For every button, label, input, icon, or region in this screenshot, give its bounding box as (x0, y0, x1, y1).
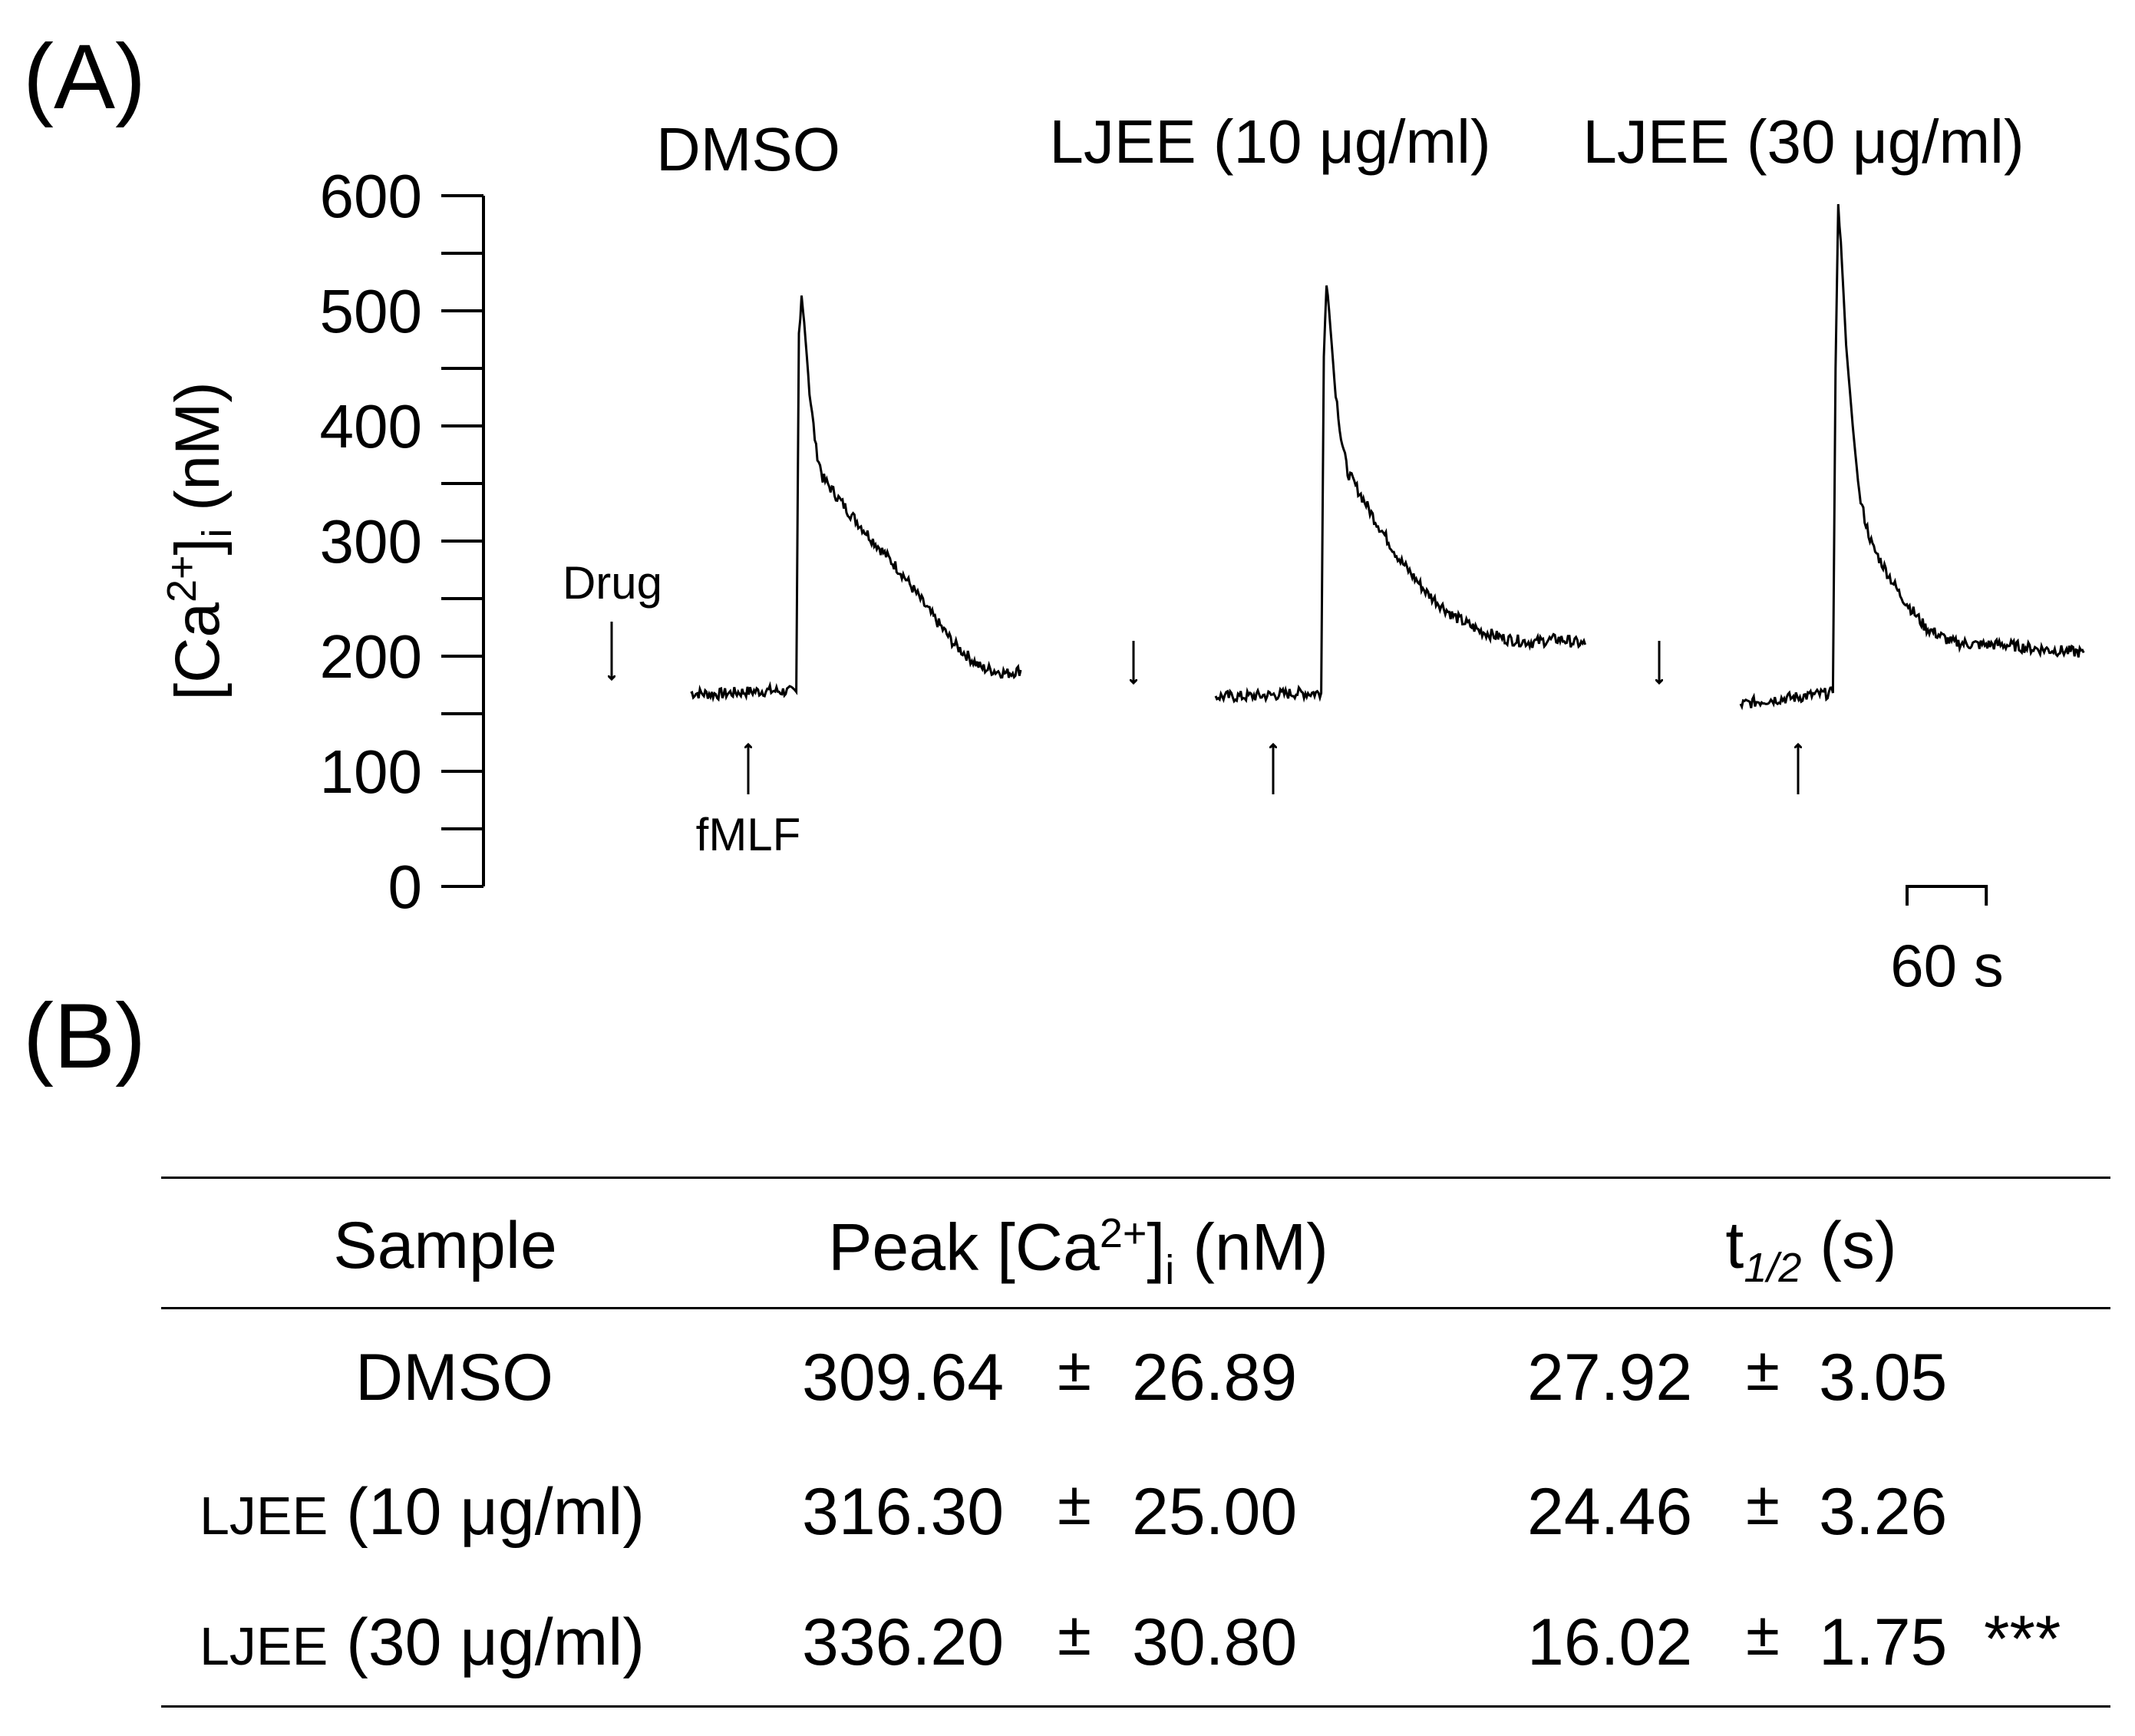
series-title-ljee-30: LJEE (30 μg/ml) (1582, 107, 2024, 176)
row-1-peak-pm: ± (1058, 1335, 1091, 1403)
row-2-sample-prefix: LJEE (199, 1486, 328, 1546)
y-tick-label-300: 300 (320, 507, 422, 576)
row-3-t-sem: 1.75 (1819, 1606, 1948, 1679)
drug-label: Drug (563, 557, 662, 609)
row-1-t-mean: 27.92 (1527, 1341, 1693, 1414)
row-1-peak-mean: 309.64 (802, 1341, 1005, 1414)
y-axis-label: [Ca2+]i (nM) (159, 381, 240, 700)
header-peak: Peak [Ca2+]i (nM) (828, 1213, 1328, 1291)
series-title-ljee-10: LJEE (10 μg/ml) (1049, 107, 1490, 176)
y-tick-label-200: 200 (320, 622, 422, 691)
y-ticks: 0 100 200 300 400 500 600 (320, 162, 483, 921)
panel-b-label: (B) (23, 985, 146, 1087)
row-2-peak-mean: 316.30 (802, 1475, 1005, 1549)
header-peak-sub: i (1165, 1246, 1175, 1293)
fmlf-label: fMLF (696, 809, 801, 860)
y-label-post: (nM) (163, 381, 233, 528)
y-label-sub: i (194, 529, 240, 538)
row-2-t-pm: ± (1746, 1469, 1780, 1537)
row-3-sig: *** (1984, 1602, 2061, 1676)
row-3-peak-mean: 336.20 (802, 1606, 1005, 1679)
row-3-t-pm: ± (1746, 1599, 1780, 1668)
time-scale-bar (1906, 885, 1988, 906)
header-peak-sup: 2+ (1099, 1210, 1147, 1256)
table-row-3-sample: LJEE (30 μg/ml) (200, 1609, 645, 1675)
row-2-t-mean: 24.46 (1527, 1475, 1693, 1549)
header-peak-mid: ] (1147, 1210, 1166, 1285)
y-tick-label-500: 500 (320, 277, 422, 345)
row-3-t-mean: 16.02 (1527, 1606, 1693, 1679)
header-thalf-sub: 1/2 (1744, 1245, 1802, 1292)
row-2-sample-main: (10 μg/ml) (328, 1475, 645, 1549)
row-1-t-pm: ± (1746, 1335, 1780, 1403)
y-tick-label-100: 100 (320, 738, 422, 806)
row-3-peak-pm: ± (1058, 1599, 1091, 1668)
y-tick-label-0: 0 (388, 853, 423, 921)
row-2-t-sem: 3.26 (1819, 1475, 1948, 1549)
trace-ljee-10 (1214, 285, 1587, 704)
row-3-sample-prefix: LJEE (199, 1616, 328, 1676)
row-1-peak-sem: 26.89 (1132, 1341, 1298, 1414)
panel-a-label: (A) (23, 25, 146, 128)
header-sample: Sample (333, 1209, 557, 1282)
header-thalf-post: (s) (1801, 1209, 1897, 1282)
y-label-sup: 2+ (159, 555, 205, 602)
trace-dmso (690, 295, 1022, 703)
row-3-peak-sem: 30.80 (1132, 1606, 1298, 1679)
table-row-1-sample: DMSO (355, 1345, 553, 1411)
y-tick-label-600: 600 (320, 162, 422, 230)
table-top-rule (161, 1177, 2110, 1179)
header-peak-post: (nM) (1174, 1210, 1328, 1285)
y-label-pre: [Ca (163, 602, 233, 701)
header-thalf-pre: t (1725, 1209, 1744, 1282)
row-2-peak-sem: 25.00 (1132, 1475, 1298, 1549)
header-thalf: t1/2 (s) (1725, 1213, 1896, 1289)
scale-bar-label: 60 s (1890, 932, 2003, 998)
row-2-peak-pm: ± (1058, 1469, 1091, 1537)
row-1-sample-main: DMSO (355, 1341, 553, 1414)
calcium-trace-chart: 0 100 200 300 400 500 600 [Ca2+]i (nM) DMSO LJ… (159, 107, 2085, 998)
series-title-dmso: DMSO (656, 115, 840, 183)
table-header-rule (161, 1307, 2110, 1309)
row-3-sample-main: (30 μg/ml) (328, 1606, 645, 1679)
header-peak-pre: Peak [Ca (828, 1210, 1100, 1285)
y-tick-label-400: 400 (320, 392, 422, 460)
table-bottom-rule (161, 1705, 2110, 1708)
y-label-mid: ] (163, 538, 233, 556)
table-row-2-sample: LJEE (10 μg/ml) (200, 1479, 645, 1545)
trace-ljee-30 (1739, 203, 2085, 711)
row-1-t-sem: 3.05 (1819, 1341, 1948, 1414)
